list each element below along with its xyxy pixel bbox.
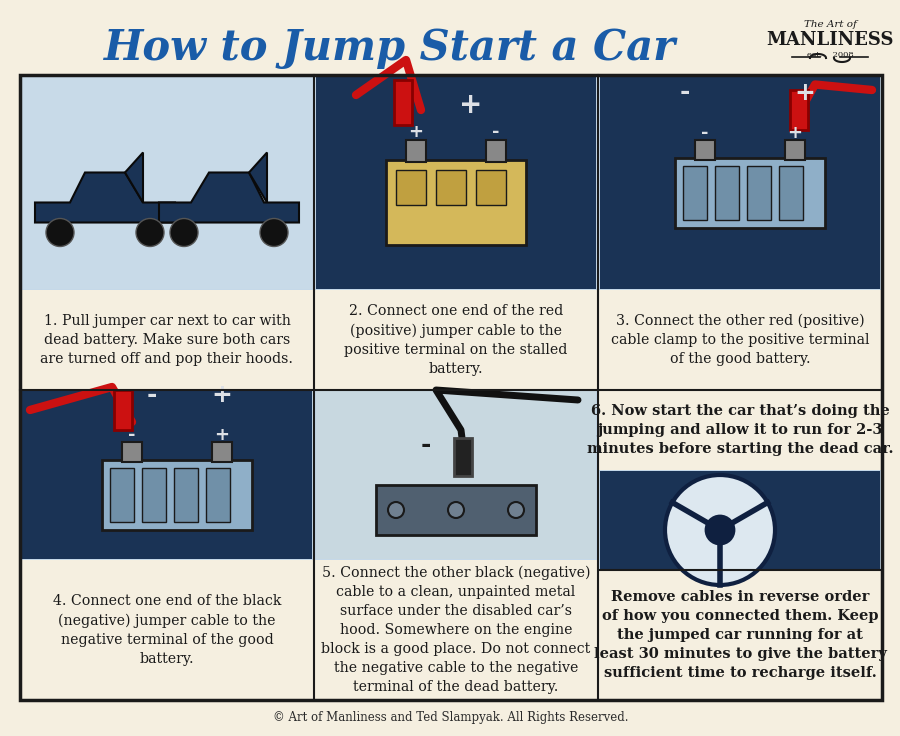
Circle shape	[260, 219, 288, 247]
Circle shape	[665, 475, 775, 585]
Bar	[486, 140, 506, 162]
Bar	[394, 80, 412, 125]
Text: 4. Connect one end of the black
(negative) jumper cable to the
negative terminal: 4. Connect one end of the black (negativ…	[53, 594, 281, 665]
Bar	[476, 170, 506, 205]
Bar	[315, 560, 597, 700]
Bar	[174, 468, 198, 522]
Bar	[695, 140, 715, 160]
Bar	[212, 442, 232, 462]
Bar	[206, 468, 230, 522]
Bar	[406, 140, 426, 162]
Circle shape	[706, 516, 734, 544]
Bar	[675, 158, 825, 227]
Text: +: +	[409, 123, 424, 141]
Text: -: -	[680, 80, 690, 105]
Bar	[21, 290, 313, 390]
Circle shape	[388, 502, 404, 518]
Text: -: -	[421, 433, 431, 457]
Bar	[316, 391, 596, 559]
Bar	[683, 166, 707, 219]
Circle shape	[46, 219, 74, 247]
Circle shape	[508, 502, 524, 518]
Text: +: +	[795, 80, 815, 105]
Polygon shape	[35, 172, 175, 222]
Bar	[600, 471, 880, 569]
Polygon shape	[249, 152, 267, 202]
Text: 6. Now start the car that’s doing the
jumping and allow it to run for 2-3
minute: 6. Now start the car that’s doing the ju…	[587, 404, 893, 456]
Text: est.    2008: est. 2008	[806, 51, 853, 59]
Text: +: +	[459, 91, 482, 119]
Bar	[715, 166, 739, 219]
Bar	[21, 390, 313, 560]
Bar	[315, 290, 597, 390]
Bar	[21, 75, 313, 290]
Bar	[22, 76, 312, 289]
Text: How to Jump Start a Car: How to Jump Start a Car	[104, 27, 676, 69]
Text: MANLINESS: MANLINESS	[766, 31, 894, 49]
Bar	[110, 468, 134, 522]
Bar	[396, 170, 426, 205]
Bar	[779, 166, 803, 219]
Bar	[436, 170, 466, 205]
Bar	[599, 290, 881, 390]
Text: +: +	[212, 383, 232, 407]
Bar	[599, 570, 881, 700]
Text: +: +	[214, 426, 230, 444]
Polygon shape	[159, 172, 299, 222]
Bar	[599, 470, 881, 570]
Bar	[599, 390, 881, 470]
Bar	[315, 75, 597, 290]
Bar	[20, 75, 882, 700]
Text: -: -	[128, 426, 136, 444]
Text: -: -	[701, 124, 709, 141]
Text: 5. Connect the other black (negative)
cable to a clean, unpainted metal
surface : 5. Connect the other black (negative) ca…	[321, 566, 590, 694]
Bar	[102, 460, 252, 530]
Text: 2. Connect one end of the red
(positive) jumper cable to the
positive terminal o: 2. Connect one end of the red (positive)…	[345, 304, 568, 375]
Bar	[22, 391, 312, 559]
Bar	[747, 166, 771, 219]
Text: 3. Connect the other red (positive)
cable clamp to the positive terminal
of the : 3. Connect the other red (positive) cabl…	[611, 314, 869, 366]
Circle shape	[448, 502, 464, 518]
Text: The Art of: The Art of	[804, 20, 857, 29]
Bar	[315, 390, 597, 560]
Bar	[599, 75, 881, 290]
Bar	[600, 76, 880, 289]
Bar	[785, 140, 805, 160]
Bar	[376, 485, 536, 535]
Bar	[122, 442, 142, 462]
Bar	[790, 90, 808, 130]
Circle shape	[170, 219, 198, 247]
Bar	[386, 160, 526, 245]
Bar	[114, 390, 132, 430]
Bar	[316, 76, 596, 289]
Polygon shape	[125, 152, 143, 202]
Bar	[21, 560, 313, 700]
Text: 1. Pull jumper car next to car with
dead battery. Make sure both cars
are turned: 1. Pull jumper car next to car with dead…	[40, 314, 293, 366]
Text: Remove cables in reverse order
of how you connected them. Keep
the jumped car ru: Remove cables in reverse order of how yo…	[594, 590, 886, 680]
Text: -: -	[492, 123, 500, 141]
Text: -: -	[147, 383, 158, 407]
Bar	[454, 438, 472, 476]
Circle shape	[136, 219, 164, 247]
Text: © Art of Manliness and Ted Slampyak. All Rights Reserved.: © Art of Manliness and Ted Slampyak. All…	[274, 712, 629, 724]
Bar	[142, 468, 166, 522]
Text: +: +	[788, 124, 803, 141]
